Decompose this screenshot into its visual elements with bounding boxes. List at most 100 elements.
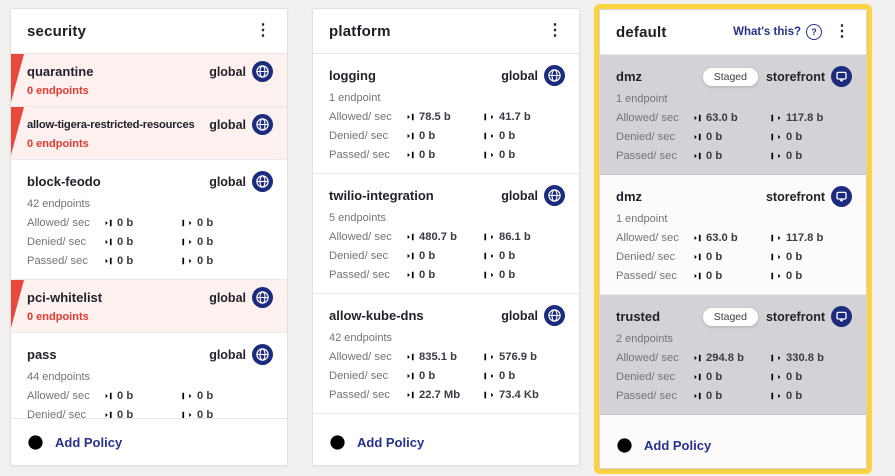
policy-card[interactable]: trusted storefront bbox=[600, 415, 866, 422]
egress-arrow-icon bbox=[182, 257, 192, 265]
ingress-arrow-icon bbox=[691, 272, 701, 280]
stat-row-denied: Denied/ sec 0 b 0 b bbox=[27, 236, 273, 248]
stat-value-ingress: 0 b bbox=[706, 131, 723, 143]
plus-circle-icon bbox=[616, 437, 633, 454]
stat-value-egress: 0 b bbox=[786, 390, 803, 402]
global-icon bbox=[544, 305, 565, 326]
stat-row-passed: Passed/ sec 0 b 0 b bbox=[616, 390, 852, 402]
ingress-arrow-icon bbox=[404, 151, 414, 159]
policy-card-list: dmz Staged storefront 1 endpoint Allowed… bbox=[600, 55, 866, 422]
stat-value-egress: 117.8 b bbox=[786, 232, 824, 244]
policy-card[interactable]: quarantine global 0 endpoints bbox=[11, 54, 287, 107]
egress-arrow-icon bbox=[771, 272, 781, 280]
scope-label: storefront bbox=[765, 309, 825, 324]
add-policy-button[interactable]: Add Policy bbox=[313, 419, 579, 465]
kebab-menu-icon[interactable]: ⋮ bbox=[255, 22, 271, 39]
stat-label: Allowed/ sec bbox=[616, 352, 679, 364]
policy-name: dmz bbox=[616, 69, 642, 84]
stat-value-egress: 73.4 Kb bbox=[499, 389, 539, 401]
policy-card[interactable]: trusted Staged storefront 2 endpoints Al… bbox=[600, 295, 866, 415]
stat-label: Allowed/ sec bbox=[329, 351, 392, 363]
ingress-arrow-icon bbox=[404, 252, 414, 260]
ingress-arrow-icon bbox=[404, 391, 414, 399]
policy-name: dmz bbox=[616, 189, 642, 204]
kebab-menu-icon[interactable]: ⋮ bbox=[547, 22, 563, 39]
stat-value-ingress: 480.7 b bbox=[419, 231, 457, 243]
egress-arrow-icon bbox=[182, 392, 192, 400]
ingress-arrow-icon bbox=[404, 132, 414, 140]
stat-label: Allowed/ sec bbox=[329, 231, 392, 243]
stat-label: Denied/ sec bbox=[27, 236, 87, 248]
policy-card-list: quarantine global 0 endpoints allow-tige… bbox=[11, 54, 287, 418]
stat-row-denied: Denied/ sec 0 b 0 b bbox=[616, 371, 852, 383]
ingress-arrow-icon bbox=[404, 113, 414, 121]
stat-label: Passed/ sec bbox=[329, 269, 390, 281]
stat-value-ingress: 835.1 b bbox=[419, 351, 457, 363]
egress-arrow-icon bbox=[484, 132, 494, 140]
global-icon bbox=[544, 65, 565, 86]
scope-label: global bbox=[209, 174, 246, 189]
stat-value-egress: 0 b bbox=[786, 251, 803, 263]
ingress-arrow-icon bbox=[404, 233, 414, 241]
stat-row-denied: Denied/ sec 0 b 0 b bbox=[329, 370, 565, 382]
stat-row-allowed: Allowed/ sec 480.7 b 86.1 b bbox=[329, 231, 565, 243]
add-policy-button[interactable]: Add Policy bbox=[600, 422, 866, 468]
policy-card[interactable]: pci-whitelist global 0 endpoints bbox=[11, 280, 287, 333]
policy-name: block-feodo bbox=[27, 174, 101, 189]
staged-badge: Staged bbox=[702, 307, 758, 326]
global-icon bbox=[252, 61, 273, 82]
stat-label: Passed/ sec bbox=[329, 149, 390, 161]
stat-value-ingress: 63.0 b bbox=[706, 232, 738, 244]
egress-arrow-icon bbox=[771, 373, 781, 381]
stat-label: Allowed/ sec bbox=[616, 112, 679, 124]
stat-label: Denied/ sec bbox=[329, 250, 389, 262]
stat-value-ingress: 0 b bbox=[117, 217, 134, 229]
policy-card[interactable]: allow-tigera-restricted-resources global… bbox=[11, 107, 287, 160]
egress-arrow-icon bbox=[771, 152, 781, 160]
stat-value-egress: 0 b bbox=[786, 371, 803, 383]
policy-card[interactable]: dmz Staged storefront 1 endpoint Allowed… bbox=[600, 55, 866, 175]
stat-value-egress: 0 b bbox=[197, 217, 214, 229]
egress-arrow-icon bbox=[771, 133, 781, 141]
policy-card[interactable]: logging global 1 endpoint Allowed/ sec 7… bbox=[313, 54, 579, 174]
stat-label: Denied/ sec bbox=[616, 251, 676, 263]
policy-card[interactable]: pass global 44 endpoints Allowed/ sec 0 … bbox=[11, 333, 287, 418]
stat-row-denied: Denied/ sec 0 b 0 b bbox=[616, 131, 852, 143]
column-header: default What's this? ? ⋮ bbox=[600, 10, 866, 55]
endpoints-count: 1 endpoint bbox=[329, 92, 381, 104]
ingress-arrow-icon bbox=[102, 392, 112, 400]
stat-label: Passed/ sec bbox=[616, 390, 677, 402]
policy-card-list: logging global 1 endpoint Allowed/ sec 7… bbox=[313, 54, 579, 419]
whats-this-link[interactable]: What's this? ? bbox=[733, 24, 822, 40]
egress-arrow-icon bbox=[771, 392, 781, 400]
stat-label: Denied/ sec bbox=[329, 130, 389, 142]
egress-arrow-icon bbox=[182, 219, 192, 227]
help-icon: ? bbox=[806, 24, 822, 40]
stat-row-passed: Passed/ sec 0 b 0 b bbox=[616, 270, 852, 282]
stat-row-allowed: Allowed/ sec 0 b 0 b bbox=[27, 390, 273, 402]
policy-card[interactable]: dmz storefront 1 endpoint Allowed/ sec 6… bbox=[600, 175, 866, 295]
stat-value-egress: 0 b bbox=[197, 255, 214, 267]
egress-arrow-icon bbox=[484, 391, 494, 399]
stat-row-allowed: Allowed/ sec 63.0 b 117.8 b bbox=[616, 112, 852, 124]
kebab-menu-icon[interactable]: ⋮ bbox=[834, 23, 850, 40]
add-policy-button[interactable]: Add Policy bbox=[11, 418, 287, 465]
stat-value-ingress: 0 b bbox=[419, 250, 436, 262]
stat-value-ingress: 63.0 b bbox=[706, 112, 738, 124]
policy-card[interactable]: twilio-integration global 5 endpoints Al… bbox=[313, 174, 579, 294]
egress-arrow-icon bbox=[484, 233, 494, 241]
highlighted-column-outline: default What's this? ? ⋮ dmz Staged stor… bbox=[594, 4, 872, 474]
stat-label: Passed/ sec bbox=[329, 389, 390, 401]
storefront-icon bbox=[831, 306, 852, 327]
stat-value-egress: 0 b bbox=[499, 250, 516, 262]
egress-arrow-icon bbox=[771, 253, 781, 261]
stat-row-passed: Passed/ sec 0 b 0 b bbox=[616, 150, 852, 162]
egress-arrow-icon bbox=[484, 353, 494, 361]
stat-row-passed: Passed/ sec 22.7 Mb 73.4 Kb bbox=[329, 389, 565, 401]
policy-card[interactable]: allow-kube-dns global 42 endpoints Allow… bbox=[313, 294, 579, 414]
storefront-icon bbox=[831, 186, 852, 207]
column-header: platform ⋮ bbox=[313, 9, 579, 54]
column-header: security ⋮ bbox=[11, 9, 287, 54]
endpoints-count: 5 endpoints bbox=[329, 212, 386, 224]
policy-card[interactable]: block-feodo global 42 endpoints Allowed/… bbox=[11, 160, 287, 280]
